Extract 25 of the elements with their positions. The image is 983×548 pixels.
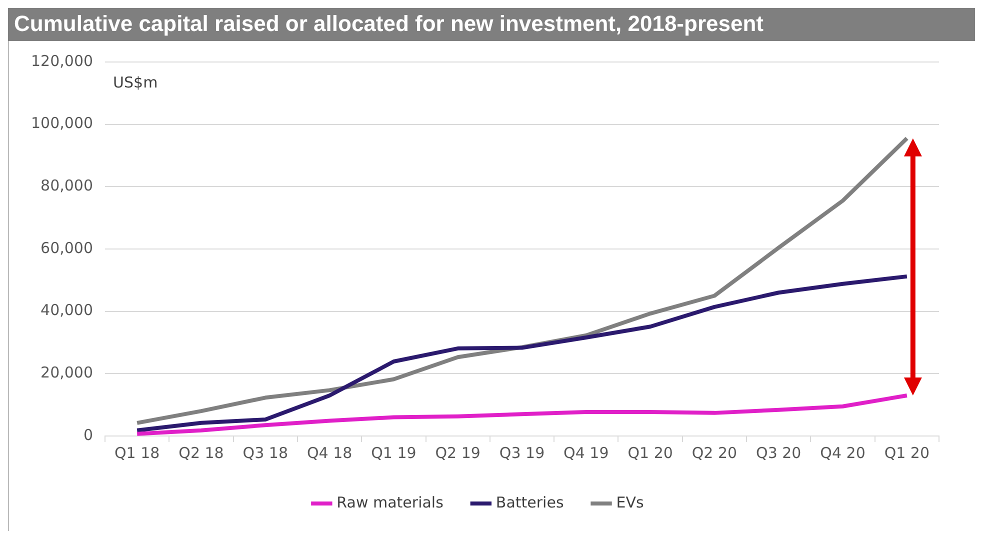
chart-title: Cumulative capital raised or allocated for new investment, 2018-present bbox=[8, 8, 975, 41]
legend-label: Batteries bbox=[496, 493, 564, 512]
x-tick-label: Q2 20 bbox=[692, 444, 738, 462]
y-axis-title: US$m bbox=[113, 73, 158, 92]
x-tick-label: Q3 19 bbox=[499, 444, 545, 462]
legend-label: EVs bbox=[616, 493, 644, 512]
x-tick-label: Q1 18 bbox=[114, 444, 160, 462]
x-tick-label: Q4 18 bbox=[306, 444, 352, 462]
x-tick-label: Q2 18 bbox=[178, 444, 224, 462]
x-tick-label: Q2 19 bbox=[435, 444, 480, 462]
y-tick-label: 100,000 bbox=[31, 114, 94, 132]
y-tick-label: 40,000 bbox=[40, 301, 94, 320]
x-tick-label: Q4 19 bbox=[564, 444, 609, 462]
x-tick-label: Q1 19 bbox=[371, 444, 416, 462]
x-tick-label: Q1 20 bbox=[628, 444, 673, 462]
x-tick-label: Q4 20 bbox=[820, 444, 866, 462]
x-tick-label: Q3 20 bbox=[756, 444, 802, 462]
x-tick-label: Q1 20 bbox=[884, 444, 930, 462]
y-tick-label: 0 bbox=[83, 426, 94, 444]
y-tick-label: 120,000 bbox=[31, 52, 94, 70]
y-tick-label: 60,000 bbox=[40, 238, 94, 257]
y-tick-label: 20,000 bbox=[40, 364, 94, 382]
y-tick-label: 80,000 bbox=[40, 176, 94, 195]
x-tick-label: Q3 18 bbox=[242, 444, 288, 462]
legend-label: Raw materials bbox=[336, 493, 444, 512]
